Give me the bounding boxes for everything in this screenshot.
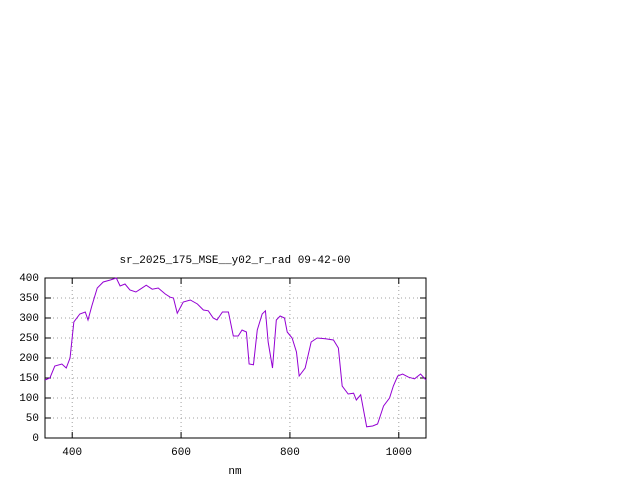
y-tick-label: 400	[19, 273, 39, 285]
y-tick-label: 0	[32, 433, 39, 445]
y-tick-label: 50	[26, 413, 39, 425]
x-tick-label: 400	[62, 447, 82, 459]
y-tick-label: 100	[19, 393, 39, 405]
y-tick-label: 200	[19, 353, 39, 365]
chart-title: sr_2025_175_MSE__y02_r_rad 09-42-00	[119, 255, 350, 267]
plot-frame	[44, 277, 427, 439]
x-tick-label: 1000	[386, 447, 412, 459]
y-tick-label: 150	[19, 373, 39, 385]
x-axis-label: nm	[228, 466, 242, 478]
y-tick-label: 300	[19, 313, 39, 325]
y-tick-label: 350	[19, 293, 39, 305]
y-tick-label: 250	[19, 333, 39, 345]
data-line	[44, 277, 427, 428]
x-tick-label: 600	[171, 447, 191, 459]
x-tick-label: 800	[280, 447, 300, 459]
